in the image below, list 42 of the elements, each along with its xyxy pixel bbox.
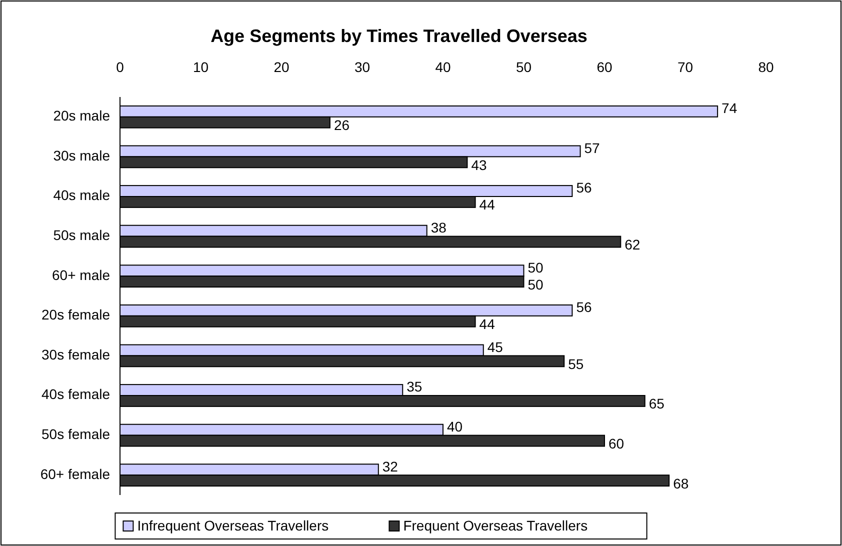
data-label: 68 [673,475,689,492]
data-label: 44 [479,316,496,332]
y-tick-label: 60+ male [52,266,110,283]
data-label: 65 [648,396,665,412]
data-label: 50 [528,259,544,276]
x-tick-label: 10 [192,59,209,75]
legend-label: Infrequent Overseas Travellers [137,518,329,534]
x-tick-label: 30 [354,59,370,75]
data-label: 74 [722,100,738,116]
data-label: 56 [576,299,592,316]
chart-title: Age Segments by Times Travelled Overseas [210,26,588,46]
x-tick-label: 0 [116,59,124,75]
x-tick-label: 80 [758,59,774,75]
data-label: 32 [382,458,398,474]
y-tick-label: 20s male [53,108,110,124]
data-label: 62 [624,236,640,252]
y-tick-label: 60+ female [40,466,110,482]
y-tick-label: 50s female [42,426,110,442]
x-tick-label: 60 [596,59,612,75]
x-tick-label: 70 [677,59,694,75]
data-label: 38 [430,220,447,236]
data-label: 43 [471,156,488,173]
x-tick-label: 40 [435,59,451,75]
data-label: 40 [447,418,463,435]
data-label: 55 [568,356,584,372]
x-tick-label: 20 [274,59,290,75]
y-tick-label: 30s male [53,147,110,164]
legend-label: Frequent Overseas Travellers [403,518,588,534]
y-tick-label: 40s female [42,386,110,402]
x-tick-label: 50 [516,59,532,75]
data-label: 26 [334,117,350,134]
data-label: 57 [584,140,600,156]
data-label: 45 [487,338,504,355]
data-label: 44 [479,196,496,213]
y-tick-label: 30s female [42,346,110,362]
data-label: 60 [608,435,624,452]
y-tick-label: 50s male [53,227,110,244]
data-label: 35 [406,378,422,395]
data-label: 56 [576,180,592,196]
y-tick-label: 40s male [53,187,110,204]
y-tick-label: 20s female [42,306,110,323]
data-label: 50 [528,276,544,292]
